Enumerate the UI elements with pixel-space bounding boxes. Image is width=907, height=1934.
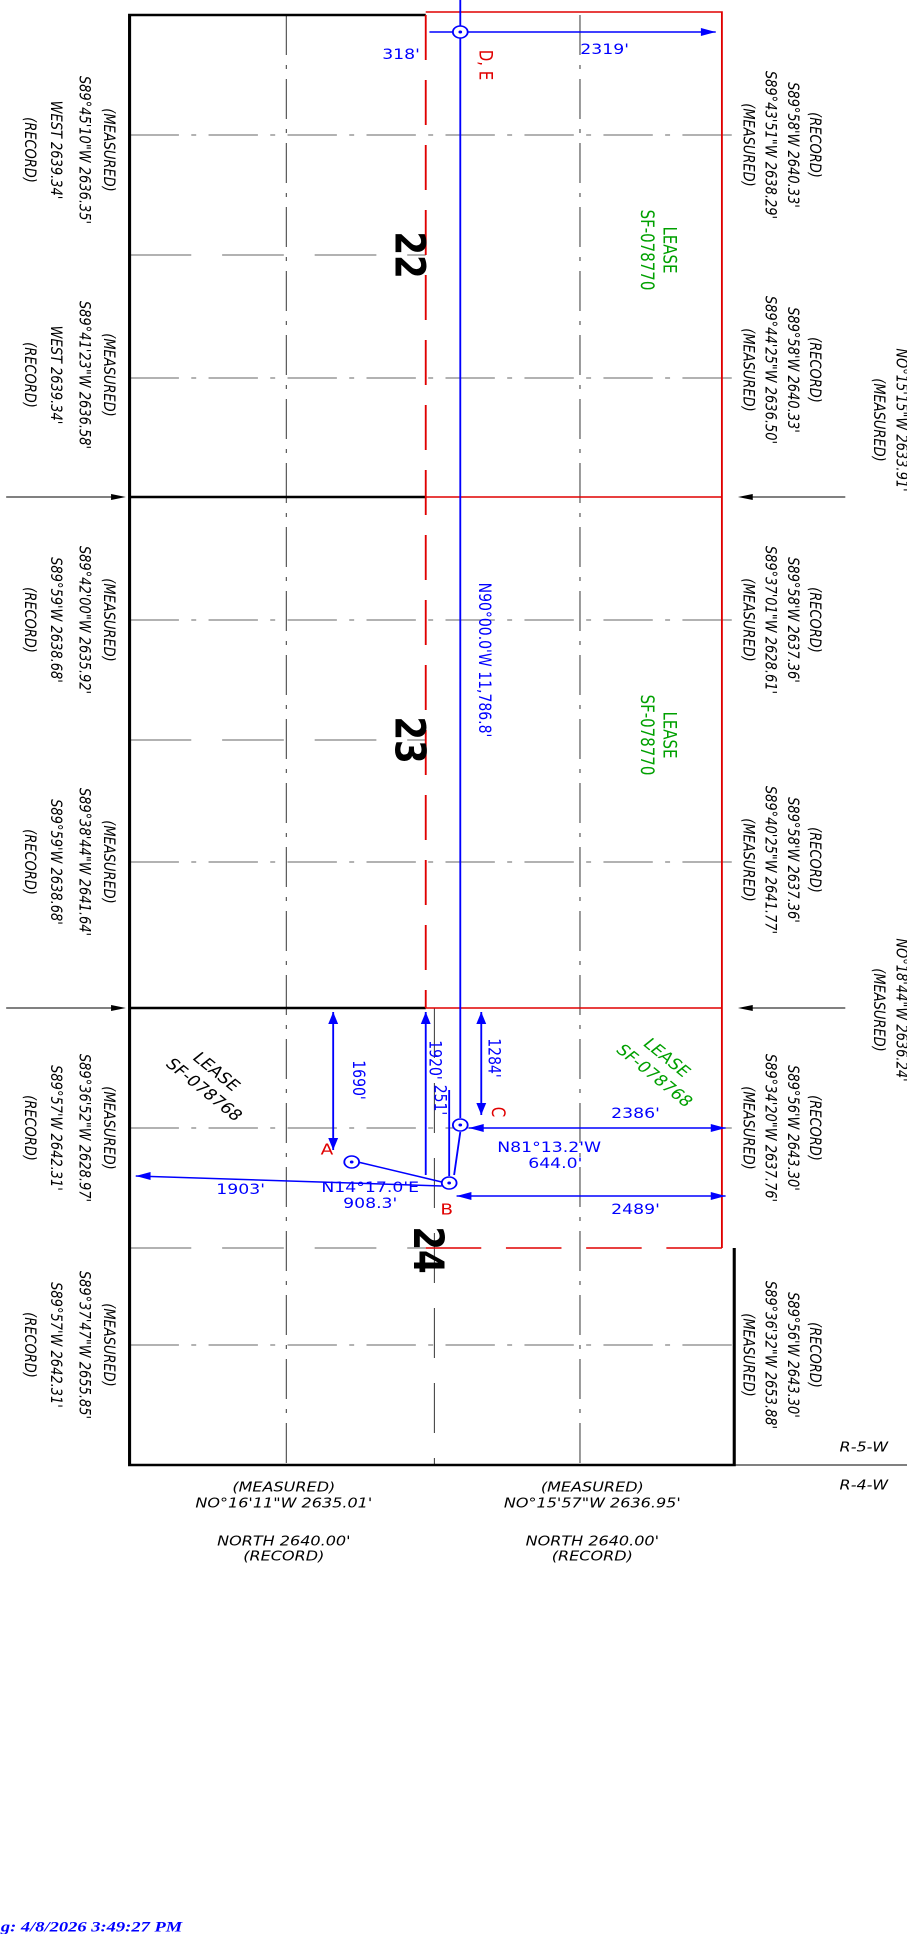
record-bearing: S89°58'W 2640.33'	[783, 307, 802, 433]
record-label: (RECORD)	[21, 1312, 40, 1378]
record-label: (RECORD)	[806, 112, 825, 178]
plot-timestamp: ng: 4/8/2026 3:49:27 PM	[0, 1918, 183, 1934]
record-bearing: WEST 2639.34'	[47, 326, 66, 425]
record-bearing: S89°56'W 2643.30'	[783, 1065, 802, 1191]
lease-label: LEASE	[659, 711, 681, 758]
lease-number: SF-078770	[637, 695, 659, 776]
section-number: 22	[385, 231, 433, 278]
measured-label: (MEASURED)	[739, 103, 758, 186]
record-label: (RECORD)	[806, 337, 825, 403]
measured-label: (MEASURED)	[100, 1303, 119, 1386]
record-bearing: S89°57'W 2642.31'	[47, 1065, 66, 1191]
dimension-label: 1903'	[216, 1181, 265, 1198]
measured-label: (MEASURED)	[739, 1086, 758, 1169]
measured-bearing: S89°36'32"W 2653.88'	[761, 1281, 780, 1429]
dimension-label: 251'	[430, 1085, 451, 1116]
dimension-label: 1920'	[425, 1040, 446, 1079]
dimension-label: 318'	[382, 46, 420, 63]
far-east-bearing: NO°18'44"W 2636.24'	[892, 938, 907, 1081]
record-bearing: S89°59'W 2638.68'	[47, 799, 66, 925]
measured-bearing: S89°44'25"W 2636.50'	[761, 296, 780, 444]
measured-bearing: S89°45'10"W 2636.35'	[75, 76, 94, 224]
record-bearing: S89°58'W 2640.33'	[783, 82, 802, 208]
dimension-label: 908.3'	[343, 1195, 397, 1212]
dimension-label: 2489'	[611, 1201, 660, 1218]
measured-label: (MEASURED)	[739, 818, 758, 901]
measured-bearing: S89°43'51"W 2638.29'	[761, 71, 780, 219]
record-label: (RECORD)	[21, 342, 40, 408]
far-east-label: (MEASURED)	[870, 968, 889, 1051]
range-label: R-4-W	[840, 1478, 889, 1493]
point-label: B	[440, 1200, 453, 1218]
dimension-label: 1690'	[349, 1060, 370, 1099]
dimension-label: N81°13.2'W	[497, 1139, 601, 1156]
record-label: (RECORD)	[21, 117, 40, 183]
range-label: R-5-W	[840, 1440, 889, 1455]
record-label: (RECORD)	[21, 587, 40, 653]
measured-label: (MEASURED)	[100, 1086, 119, 1169]
record-label: (RECORD)	[21, 829, 40, 895]
record-label: (RECORD)	[21, 1095, 40, 1161]
point-label: C	[487, 1107, 509, 1117]
measured-bearing: S89°37'47"W 2655.85'	[75, 1271, 94, 1419]
section-number: 23	[385, 716, 433, 763]
record-label: (RECORD)	[806, 827, 825, 893]
lease-number: SF-078770	[637, 210, 659, 291]
record-bearing: NORTH 2640.00'	[526, 1534, 659, 1549]
dimension-label: N90°00.0'W 11,786.8'	[474, 583, 495, 738]
measured-label: (MEASURED)	[100, 108, 119, 191]
far-east-bearing: NO°15'15"W 2633.91'	[892, 348, 907, 491]
linework	[6, 0, 907, 1467]
measured-label: (MEASURED)	[232, 1480, 335, 1495]
measured-label: (MEASURED)	[100, 333, 119, 416]
measured-bearing: S89°40'25"W 2641.77'	[761, 786, 780, 934]
record-label: (RECORD)	[806, 587, 825, 653]
measured-bearing: S89°37'01"W 2628.61'	[761, 546, 780, 694]
record-bearing: NORTH 2640.00'	[217, 1534, 350, 1549]
measured-label: (MEASURED)	[739, 1313, 758, 1396]
measured-label: (MEASURED)	[100, 578, 119, 661]
measured-label: (MEASURED)	[100, 820, 119, 903]
measured-label: (MEASURED)	[739, 578, 758, 661]
measured-label: (MEASURED)	[541, 1480, 644, 1495]
dimension-label: N14°17.0'E	[321, 1179, 419, 1196]
record-label: (RECORD)	[552, 1549, 633, 1564]
far-east-label: (MEASURED)	[870, 378, 889, 461]
measured-bearing: S89°41'23"W 2636.58'	[75, 301, 94, 449]
dimension-label: 2386'	[611, 1105, 660, 1122]
dimension-label: 644.0'	[528, 1155, 582, 1172]
point-label: D, E	[475, 50, 497, 81]
section-number: 24	[403, 1226, 451, 1273]
measured-bearing: S89°34'20"W 2637.76'	[761, 1054, 780, 1202]
measured-label: (MEASURED)	[739, 328, 758, 411]
record-bearing: WEST 2639.34'	[47, 101, 66, 200]
lease-label: LEASE	[659, 226, 681, 273]
record-bearing: S89°58'W 2637.36'	[783, 557, 802, 683]
dimension-label: 1284'	[484, 1038, 505, 1077]
record-label: (RECORD)	[243, 1549, 324, 1564]
record-bearing: S89°59'W 2638.68'	[47, 557, 66, 683]
measured-bearing: S89°36'52"W 2628.97'	[75, 1054, 94, 1202]
measured-bearing: S89°42'00"W 2635.92'	[75, 546, 94, 694]
record-label: (RECORD)	[806, 1095, 825, 1161]
record-bearing: S89°58'W 2637.36'	[783, 797, 802, 923]
record-label: (RECORD)	[806, 1322, 825, 1388]
measured-bearing: NO°16'11"W 2635.01'	[195, 1496, 372, 1511]
measured-bearing: NO°15'57"W 2636.95'	[504, 1496, 681, 1511]
measured-bearing: S89°38'44"W 2641.64'	[75, 788, 94, 936]
point-label: A	[321, 1140, 334, 1158]
record-bearing: S89°57'W 2642.31'	[47, 1282, 66, 1408]
record-bearing: S89°56'W 2643.30'	[783, 1292, 802, 1418]
dimension-label: 2319'	[580, 41, 629, 58]
